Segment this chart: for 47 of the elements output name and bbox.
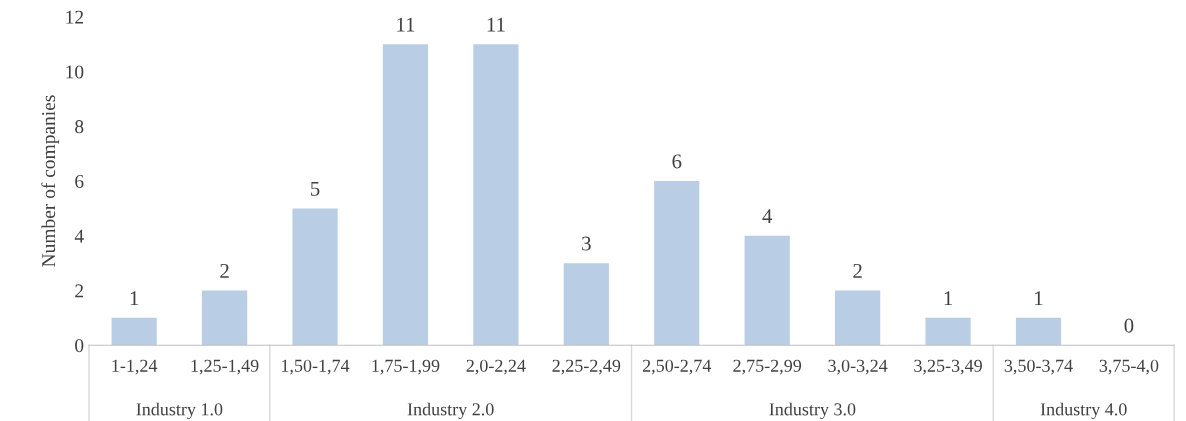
data-label: 11 [397,17,415,32]
x-tick-label: 3,25-3,49 [914,359,982,375]
x-tick-label: 2,50-2,74 [642,359,712,375]
y-tick-label: 10 [66,65,84,79]
bar [111,317,157,346]
x-tick-label: 3,0-3,24 [828,359,888,375]
data-label: 5 [311,181,320,196]
y-tick-label: 12 [66,10,84,24]
x-tick-label: 1,50-1,74 [282,359,350,375]
data-label: 6 [672,154,682,169]
bar [744,235,790,346]
y-tick-label: 2 [75,284,84,298]
data-label: 4 [762,209,773,223]
data-label: 11 [487,17,505,32]
text: Industry 2.0 [407,402,494,420]
data-label: 2 [220,263,229,278]
x-tick-label: 2,25-2,49 [552,359,621,375]
text: Industry 3.0 [769,402,856,420]
bar [292,208,338,346]
bar [473,44,519,346]
bar [1015,317,1062,346]
y-tick-label: 6 [75,174,84,188]
x-tick-label: 3,50-3,74 [1004,359,1073,375]
y-tick-label: 8 [75,120,84,134]
data-label: 1 [130,291,139,306]
x-tick-label: 1-1,24 [112,359,158,375]
bar [201,290,248,346]
data-label: 1 [1035,291,1043,306]
bar [654,181,700,346]
bar [382,44,429,346]
x-tick-label: 2,0-2,24 [466,359,526,375]
bar [925,317,971,346]
y-tick-label: 4 [74,229,84,243]
data-label: 3 [582,236,591,251]
data-label: 2 [853,263,862,278]
x-tick-label: 3,75-4,0 [1099,359,1159,375]
x-tick-label: 2,75-2,99 [733,359,802,375]
x-tick-label: 1,25-1,49 [191,359,259,375]
bar [835,290,881,346]
text: Industry 1.0 [136,402,223,420]
y-tick-label: 0 [75,339,84,353]
data-label: 1 [944,291,953,306]
text: Industry 4.0 [1040,402,1127,420]
x-tick-label: 1,75-1,99 [372,359,440,375]
y-axis-title: Number of companies [41,95,60,267]
data-label: 0 [1124,318,1134,333]
bar [563,263,609,346]
